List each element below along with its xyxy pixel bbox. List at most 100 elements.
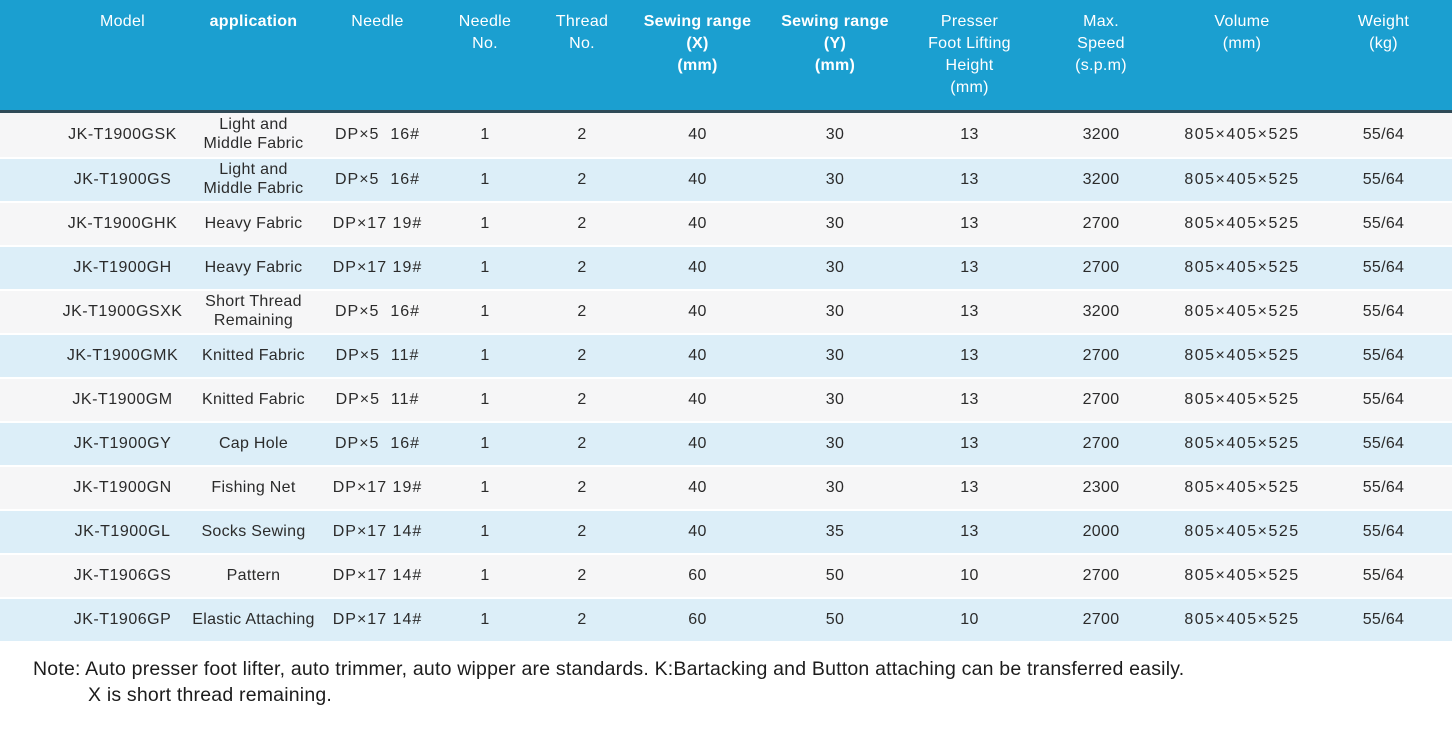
cell-max_speed: 3200 xyxy=(1033,289,1169,333)
cell-presser: 13 xyxy=(906,289,1033,333)
table-row: JK-T1900GH Heavy Fabric DP×17 19# 1 2 40 30 13 2… xyxy=(0,245,1452,289)
table-row: JK-T1900GSK Light and Middle Fabric DP×5 1… xyxy=(0,113,1452,157)
cell-needle: DP×5 11# xyxy=(318,333,437,377)
cell-application: Fishing Net xyxy=(189,465,318,509)
header-cell-sewing_x: Sewing range (X) (mm) xyxy=(631,0,764,113)
cell-model: JK-T1900GH xyxy=(0,245,189,289)
cell-presser: 13 xyxy=(906,157,1033,201)
cell-presser: 13 xyxy=(906,377,1033,421)
cell-needle: DP×17 19# xyxy=(318,245,437,289)
cell-weight: 55/64 xyxy=(1315,597,1452,641)
cell-thread_no: 2 xyxy=(533,377,631,421)
cell-presser: 10 xyxy=(906,597,1033,641)
cell-weight: 55/64 xyxy=(1315,289,1452,333)
table-header: Model application Needle Needle No. Thread N… xyxy=(0,0,1452,113)
cell-needle: DP×5 16# xyxy=(318,157,437,201)
table-row: JK-T1900GN Fishing Net DP×17 19# 1 2 40 30 13 23… xyxy=(0,465,1452,509)
cell-sewing_x: 40 xyxy=(631,333,764,377)
cell-model: JK-T1906GS xyxy=(0,553,189,597)
cell-application: Knitted Fabric xyxy=(189,377,318,421)
cell-needle: DP×17 14# xyxy=(318,553,437,597)
table-row: JK-T1900GS Light and Middle Fabric DP×5 16… xyxy=(0,157,1452,201)
cell-volume: 805×405×525 xyxy=(1169,157,1315,201)
cell-presser: 13 xyxy=(906,113,1033,157)
table-row: JK-T1900GMK Knitted Fabric DP×5 11# 1 2 40 30 1… xyxy=(0,333,1452,377)
cell-volume: 805×405×525 xyxy=(1169,597,1315,641)
cell-thread_no: 2 xyxy=(533,509,631,553)
cell-weight: 55/64 xyxy=(1315,157,1452,201)
cell-volume: 805×405×525 xyxy=(1169,113,1315,157)
cell-needle: DP×5 16# xyxy=(318,289,437,333)
cell-max_speed: 2700 xyxy=(1033,421,1169,465)
header-cell-weight: Weight (kg) xyxy=(1315,0,1452,113)
cell-thread_no: 2 xyxy=(533,333,631,377)
cell-model: JK-T1900GS xyxy=(0,157,189,201)
cell-volume: 805×405×525 xyxy=(1169,289,1315,333)
cell-presser: 13 xyxy=(906,465,1033,509)
header-cell-presser: Presser Foot Lifting Height (mm) xyxy=(906,0,1033,113)
cell-thread_no: 2 xyxy=(533,289,631,333)
cell-max_speed: 3200 xyxy=(1033,157,1169,201)
cell-model: JK-T1900GL xyxy=(0,509,189,553)
cell-volume: 805×405×525 xyxy=(1169,553,1315,597)
cell-application: Heavy Fabric xyxy=(189,201,318,245)
cell-sewing_y: 30 xyxy=(764,289,906,333)
cell-needle: DP×5 11# xyxy=(318,377,437,421)
cell-needle_no: 1 xyxy=(437,421,533,465)
cell-needle: DP×5 16# xyxy=(318,421,437,465)
cell-max_speed: 2000 xyxy=(1033,509,1169,553)
note-line-2: X is short thread remaining. xyxy=(88,684,333,706)
cell-model: JK-T1900GM xyxy=(0,377,189,421)
cell-needle_no: 1 xyxy=(437,509,533,553)
note: Note: Auto presser foot lifter, auto tri… xyxy=(33,656,1452,708)
cell-thread_no: 2 xyxy=(533,157,631,201)
cell-sewing_x: 40 xyxy=(631,201,764,245)
cell-thread_no: 2 xyxy=(533,245,631,289)
cell-weight: 55/64 xyxy=(1315,553,1452,597)
header-cell-max_speed: Max. Speed (s.p.m) xyxy=(1033,0,1169,113)
header-cell-needle: Needle xyxy=(318,0,437,113)
cell-sewing_y: 30 xyxy=(764,421,906,465)
cell-volume: 805×405×525 xyxy=(1169,201,1315,245)
cell-needle: DP×17 19# xyxy=(318,465,437,509)
table-row: JK-T1900GL Socks Sewing DP×17 14# 1 2 40 35 13 2… xyxy=(0,509,1452,553)
cell-weight: 55/64 xyxy=(1315,333,1452,377)
cell-needle_no: 1 xyxy=(437,113,533,157)
cell-thread_no: 2 xyxy=(533,201,631,245)
cell-volume: 805×405×525 xyxy=(1169,377,1315,421)
table-row: JK-T1900GY Cap Hole DP×5 16# 1 2 40 30 13 2700 80… xyxy=(0,421,1452,465)
cell-sewing_y: 30 xyxy=(764,465,906,509)
header-cell-volume: Volume (mm) xyxy=(1169,0,1315,113)
cell-sewing_y: 30 xyxy=(764,113,906,157)
cell-needle_no: 1 xyxy=(437,465,533,509)
cell-application: Socks Sewing xyxy=(189,509,318,553)
cell-presser: 13 xyxy=(906,201,1033,245)
table-row: JK-T1900GHK Heavy Fabric DP×17 19# 1 2 40 30 13… xyxy=(0,201,1452,245)
cell-volume: 805×405×525 xyxy=(1169,509,1315,553)
cell-sewing_x: 40 xyxy=(631,465,764,509)
header-cell-thread_no: Thread No. xyxy=(533,0,631,113)
cell-thread_no: 2 xyxy=(533,465,631,509)
cell-sewing_x: 40 xyxy=(631,289,764,333)
cell-model: JK-T1900GMK xyxy=(0,333,189,377)
cell-needle_no: 1 xyxy=(437,377,533,421)
cell-weight: 55/64 xyxy=(1315,421,1452,465)
cell-model: JK-T1906GP xyxy=(0,597,189,641)
header-row: Model application Needle Needle No. Thread N… xyxy=(0,0,1452,113)
cell-max_speed: 3200 xyxy=(1033,113,1169,157)
header-cell-model: Model xyxy=(0,0,189,113)
cell-weight: 55/64 xyxy=(1315,465,1452,509)
cell-sewing_x: 40 xyxy=(631,157,764,201)
cell-sewing_y: 30 xyxy=(764,245,906,289)
cell-thread_no: 2 xyxy=(533,113,631,157)
cell-needle: DP×17 14# xyxy=(318,597,437,641)
cell-needle_no: 1 xyxy=(437,245,533,289)
cell-model: JK-T1900GSXK xyxy=(0,289,189,333)
cell-sewing_x: 40 xyxy=(631,421,764,465)
cell-weight: 55/64 xyxy=(1315,245,1452,289)
cell-application: Light and Middle Fabric xyxy=(189,157,318,201)
cell-application: Knitted Fabric xyxy=(189,333,318,377)
cell-application: Pattern xyxy=(189,553,318,597)
cell-volume: 805×405×525 xyxy=(1169,465,1315,509)
